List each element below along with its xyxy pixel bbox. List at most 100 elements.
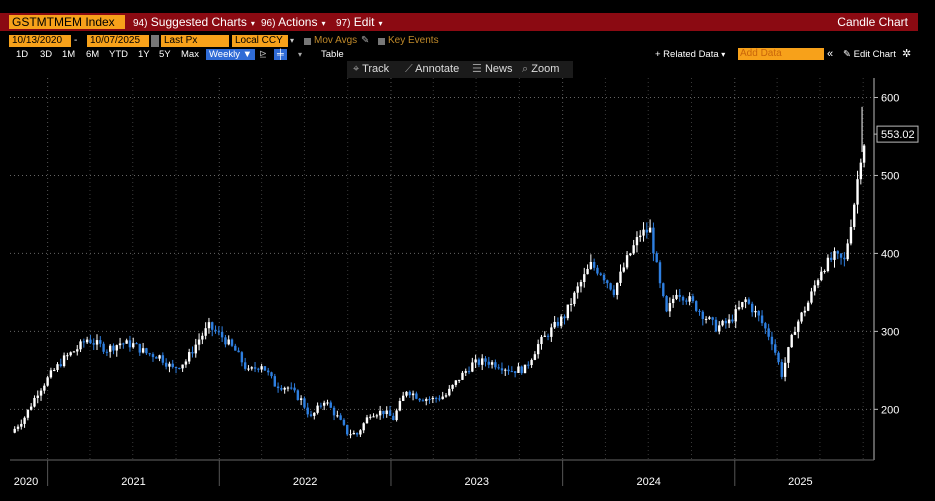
candle-body: [276, 386, 280, 389]
period-ytd[interactable]: YTD: [109, 49, 128, 60]
candle-body: [856, 179, 859, 205]
candle-body: [494, 362, 497, 368]
x-tick-label: 2025: [788, 476, 812, 488]
ticker-field[interactable]: GSTMTMEM Index: [9, 15, 125, 29]
period-5y[interactable]: 5Y: [159, 49, 171, 60]
candle-body: [26, 409, 30, 418]
candle-body: [155, 357, 158, 359]
related-data-menu[interactable]: + Related Data ▾: [655, 49, 725, 60]
key-events-label[interactable]: Key Events: [388, 35, 439, 46]
chevron-down-icon[interactable]: ▾: [290, 36, 295, 45]
edit-menu[interactable]: 97) Edit ▾: [336, 13, 383, 31]
candle-body: [711, 317, 714, 320]
candle-body: [816, 280, 820, 286]
candle-body: [553, 321, 556, 328]
candle-body: [418, 398, 421, 401]
candle-body: [770, 336, 774, 345]
chevron-down-icon: ▾: [721, 50, 726, 59]
candle-body: [411, 393, 415, 396]
suggested-charts-menu[interactable]: 94) Suggested Charts ▾: [133, 13, 255, 31]
candle-body: [510, 371, 514, 373]
news-tool[interactable]: ☰ News: [472, 61, 512, 78]
candle-body: [675, 294, 678, 299]
annotate-tool[interactable]: ⟋ Annotate: [405, 61, 459, 78]
candle-body: [471, 362, 474, 372]
candle-body: [273, 376, 276, 387]
candle-body: [434, 397, 438, 399]
candle-body: [220, 332, 224, 338]
candle-body: [444, 395, 448, 397]
candle-body: [260, 366, 263, 370]
candle-body: [724, 320, 728, 324]
mov-avgs-label[interactable]: Mov Avgs: [314, 35, 358, 46]
candle-body: [513, 371, 517, 373]
candle-body: [527, 364, 530, 366]
candle-body: [79, 341, 82, 350]
actions-menu[interactable]: 96) Actions ▾: [261, 13, 326, 31]
y-tick-label: 400: [881, 248, 899, 260]
candle-body: [813, 285, 816, 292]
period-1y[interactable]: 1Y: [138, 49, 150, 60]
zoom-label: Zoom: [531, 63, 560, 75]
chevron-down-icon: ▾: [378, 19, 383, 28]
period-max[interactable]: Max: [181, 49, 199, 60]
magnifier-icon: ⌕: [522, 63, 529, 75]
edit-chart-button[interactable]: ✎ Edit Chart: [843, 49, 896, 60]
table-button[interactable]: Table: [321, 49, 344, 60]
last-value-label: 553.02: [881, 129, 915, 141]
currency-select[interactable]: Local CCY: [232, 35, 288, 47]
menu-number: 96): [261, 18, 276, 29]
candle-body: [158, 355, 161, 359]
track-tool[interactable]: ⌖ Track: [353, 61, 389, 78]
candle-body: [573, 292, 576, 304]
candle-body: [112, 345, 115, 351]
line-chart-icon[interactable]: ⊵: [259, 49, 267, 60]
candle-body: [652, 227, 655, 254]
candle-body: [691, 296, 695, 302]
candle-body: [461, 372, 464, 380]
candle-body: [648, 227, 652, 233]
frequency-select[interactable]: Weekly ▼: [206, 49, 256, 60]
period-1d[interactable]: 1D: [16, 49, 29, 60]
candle-body: [306, 407, 309, 415]
candle-body: [263, 366, 267, 371]
chevron-down-icon[interactable]: ▾: [298, 50, 303, 59]
mov-avgs-checkbox[interactable]: [304, 38, 311, 45]
candle-body: [329, 402, 332, 408]
collapse-icon[interactable]: «: [827, 48, 834, 60]
candles: [13, 106, 866, 439]
price-field-select[interactable]: Last Px: [161, 35, 229, 47]
candle-body: [523, 364, 527, 374]
candle-body: [421, 400, 425, 402]
key-events-checkbox[interactable]: [378, 38, 385, 45]
candle-body: [211, 322, 214, 330]
candle-body: [632, 245, 635, 254]
period-1m[interactable]: 1M: [62, 49, 76, 60]
calendar-icon[interactable]: [151, 35, 159, 47]
pencil-icon[interactable]: ✎: [361, 35, 370, 46]
y-tick-label: 200: [881, 404, 899, 416]
candle-body: [507, 369, 510, 372]
candle-body: [398, 400, 402, 411]
candle-body: [313, 412, 316, 416]
candle-body: [849, 226, 853, 244]
start-date-field[interactable]: 10/13/2020: [9, 35, 71, 47]
zoom-tool[interactable]: ⌕ Zoom: [522, 61, 559, 78]
candle-body: [92, 343, 95, 345]
date-separator: -: [74, 35, 78, 46]
candle-body: [395, 410, 398, 421]
candle-body: [810, 291, 813, 303]
period-6m[interactable]: 6M: [86, 49, 100, 60]
candle-body: [721, 320, 724, 326]
candle-body: [457, 379, 461, 381]
add-data-input[interactable]: Add Data: [738, 48, 824, 60]
candle-chart-icon[interactable]: ╪: [274, 49, 287, 60]
candle-body: [793, 331, 797, 335]
end-date-field[interactable]: 10/07/2025: [87, 35, 149, 47]
candle-body: [586, 268, 589, 275]
candle-body: [767, 328, 770, 337]
candle-body: [85, 339, 89, 343]
gear-icon[interactable]: ✲: [902, 48, 912, 60]
candle-body: [635, 237, 639, 246]
period-3d[interactable]: 3D: [40, 49, 53, 60]
